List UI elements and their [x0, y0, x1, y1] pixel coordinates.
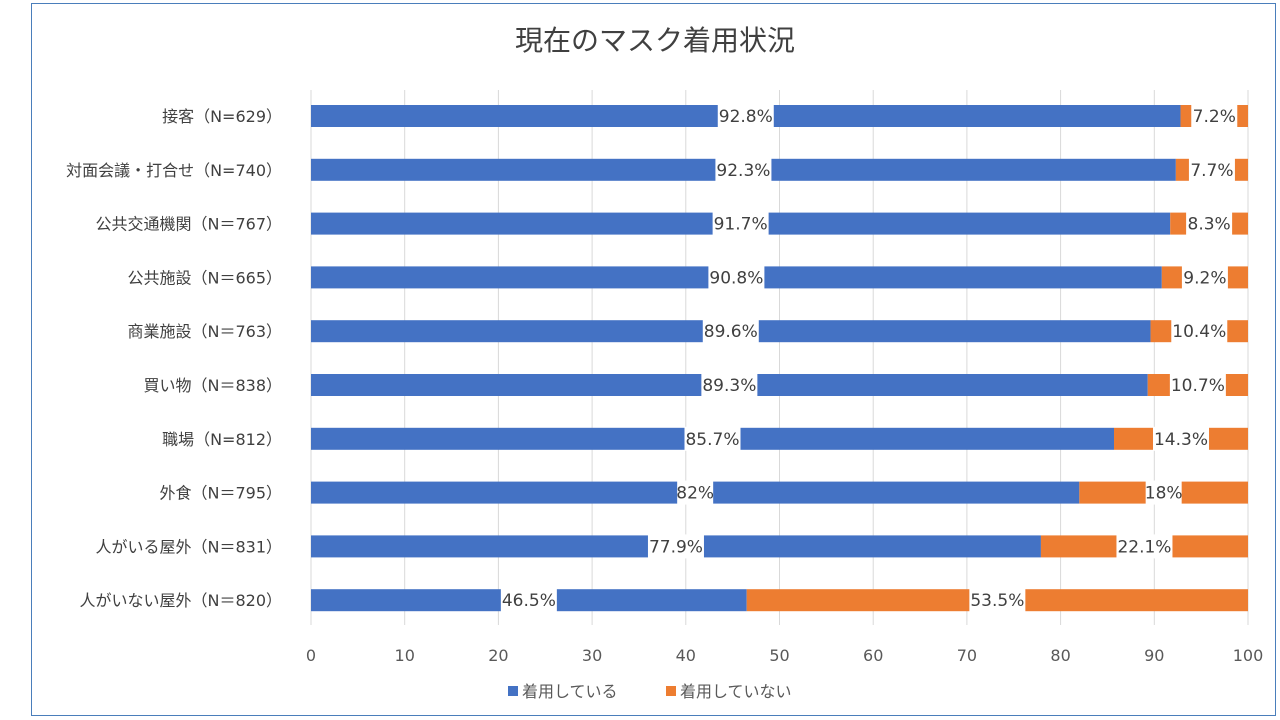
data-label-bg [500, 588, 557, 613]
category-label: 対面会議・打合せ（N=740） [66, 161, 282, 180]
x-tick-label: 80 [1050, 646, 1070, 665]
data-label: 14.3% [1154, 430, 1208, 450]
data-label: 85.7% [685, 430, 739, 450]
category-label: 接客（N=629） [162, 107, 282, 126]
category-label: 商業施設（N＝763） [127, 322, 282, 341]
data-label-bg [712, 211, 769, 236]
data-label-bg [1188, 157, 1235, 182]
chart-title: 現在のマスク着用状況 [515, 24, 795, 57]
category-label: 職場（N=812） [162, 430, 282, 449]
left-margin [0, 0, 31, 720]
data-label: 22.1% [1117, 537, 1171, 557]
data-label-bg [702, 319, 759, 344]
data-label: 46.5% [502, 591, 556, 611]
data-label-bg [677, 480, 714, 505]
data-label-bg [1116, 534, 1173, 559]
data-label-bg [969, 588, 1026, 613]
x-tick-label: 60 [863, 646, 883, 665]
data-label: 18% [1145, 484, 1183, 504]
x-tick-label: 30 [582, 646, 602, 665]
legend-label: 着用している [522, 682, 618, 701]
category-label: 人がいる屋外（N＝831） [95, 537, 282, 556]
x-tick-label: 20 [488, 646, 508, 665]
data-label: 90.8% [709, 268, 763, 288]
x-tick-label: 40 [676, 646, 696, 665]
chart-frame [31, 3, 1276, 716]
category-label: 人がいない屋外（N＝820） [79, 591, 282, 610]
data-label-bg [684, 426, 741, 451]
data-label-bg [1171, 319, 1228, 344]
data-label-bg [715, 157, 772, 182]
data-label: 92.3% [716, 161, 770, 181]
data-label: 53.5% [970, 591, 1024, 611]
data-label-bg [708, 265, 765, 290]
data-label-bg [1181, 265, 1228, 290]
data-label: 8.3% [1188, 215, 1231, 235]
category-label: 公共交通機関（N＝767） [95, 215, 282, 234]
legend-swatch [666, 686, 676, 696]
x-tick-label: 70 [957, 646, 977, 665]
data-label-bg [1145, 480, 1182, 505]
data-label-bg [1186, 211, 1233, 236]
data-label-bg [1153, 426, 1210, 451]
data-label: 10.7% [1171, 376, 1225, 396]
x-tick-label: 50 [769, 646, 789, 665]
x-tick-label: 10 [395, 646, 415, 665]
data-label-bg [1169, 373, 1226, 397]
data-label: 10.4% [1172, 322, 1226, 342]
data-label: 89.3% [702, 376, 756, 396]
data-label: 7.7% [1190, 161, 1233, 181]
data-label: 82% [676, 484, 714, 504]
data-label-bg [717, 104, 774, 128]
category-label: 買い物（N＝838） [143, 376, 282, 395]
x-tick-label: 0 [306, 646, 316, 665]
data-label: 9.2% [1183, 268, 1226, 288]
data-label-bg [701, 373, 758, 397]
data-label: 92.8% [719, 107, 773, 127]
data-label-bg [647, 534, 704, 559]
data-label: 7.2% [1193, 107, 1236, 127]
category-label: 外食（N＝795） [159, 484, 282, 503]
x-tick-label: 90 [1144, 646, 1164, 665]
x-tick-label: 100 [1233, 646, 1264, 665]
data-label: 91.7% [714, 215, 768, 235]
legend-label: 着用していない [680, 682, 792, 701]
data-label: 89.6% [704, 322, 758, 342]
data-label: 77.9% [649, 537, 703, 557]
data-label-bg [1191, 104, 1238, 128]
legend-swatch [508, 686, 518, 696]
category-label: 公共施設（N＝665） [127, 268, 282, 287]
